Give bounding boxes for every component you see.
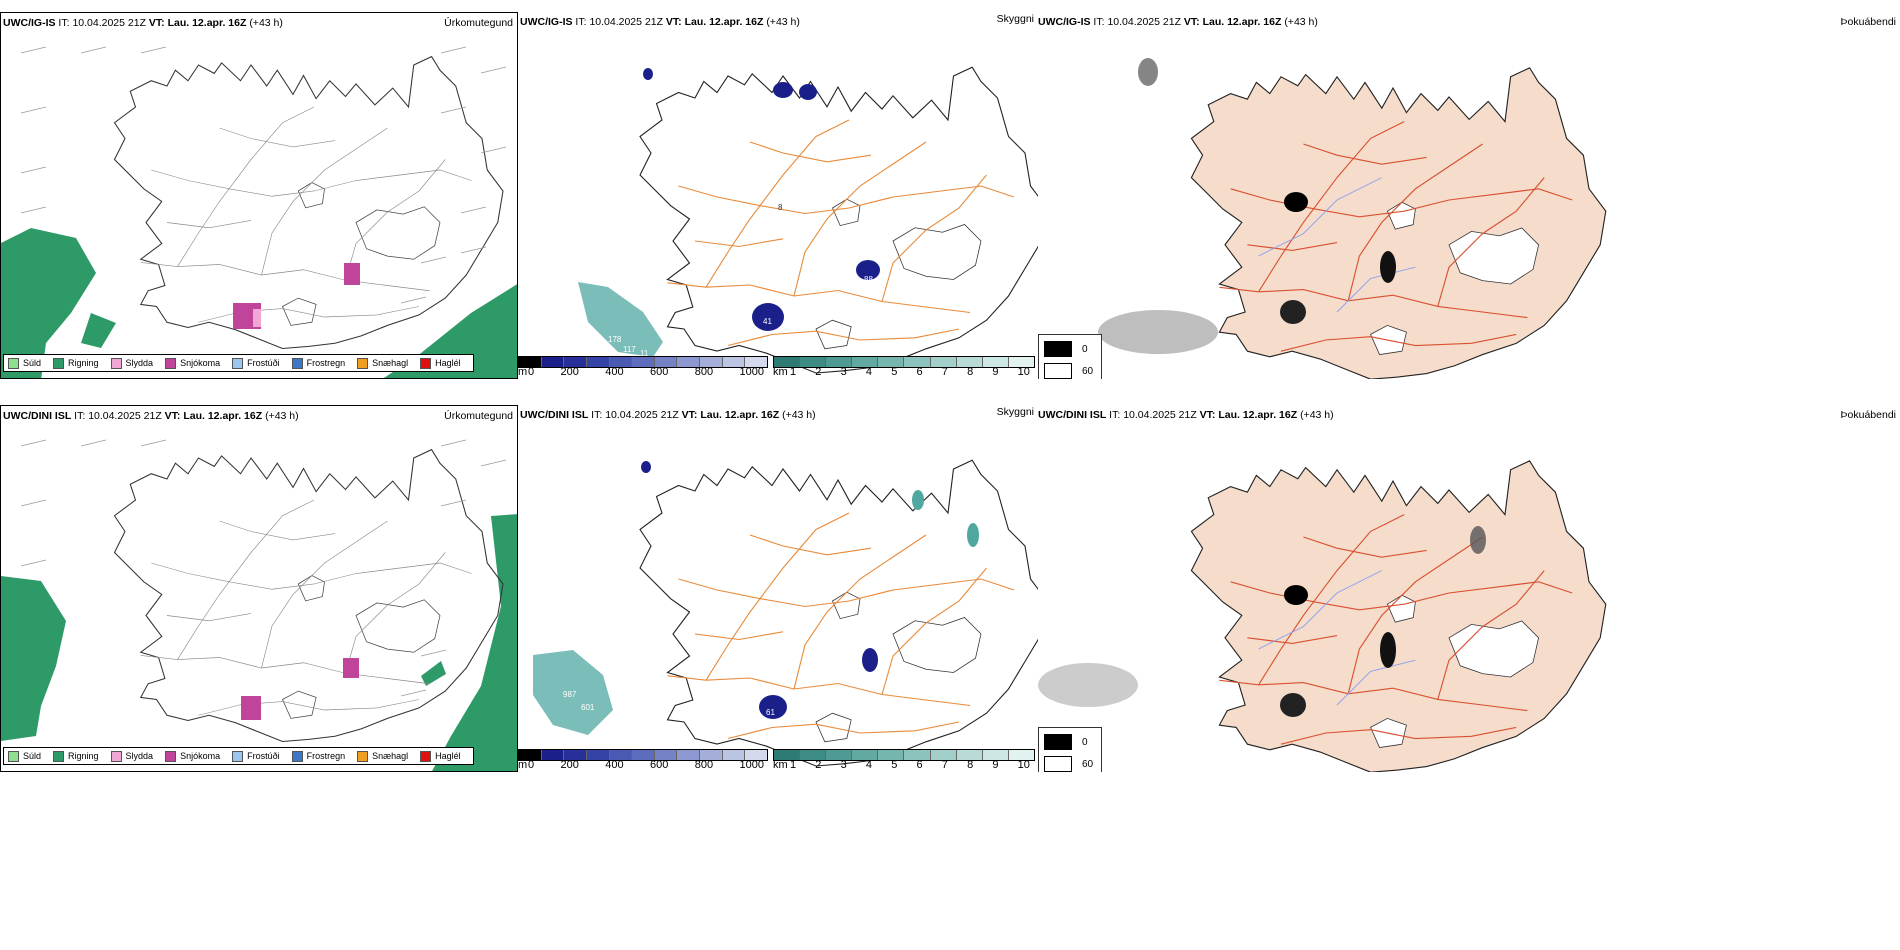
vis-title: Skyggni [996, 13, 1034, 25]
precip-map [1, 46, 517, 378]
legend-item: Snæhagl [357, 750, 408, 762]
legend-item: Frostúði [232, 357, 280, 369]
legend-item: Snjókoma [165, 357, 220, 369]
visibility-colorbar [773, 356, 1035, 368]
legend-item: Frostregn [291, 750, 345, 762]
vis-unit: km [773, 759, 788, 771]
elev-unit: m [518, 759, 528, 771]
fog-legend: 0 60 [1038, 727, 1102, 772]
legend-item: Snjókoma [165, 750, 220, 762]
precip-title: Úrkomutegund [444, 17, 513, 29]
legend-item: Súld [8, 750, 41, 762]
panel-title: UWC/DINI ISL IT: 10.04.2025 21Z VT: Lau.… [3, 410, 299, 422]
visibility-panel-row1: 178 117 11 41 88 8 UWC/IG-IS IT: 10.04.2… [518, 12, 1038, 379]
vis-label: 117 [623, 345, 636, 354]
vis-label: 11 [640, 349, 649, 358]
elev-ticks: 0 200 400 600 800 1000 [528, 366, 764, 378]
elev-unit: m [518, 366, 528, 378]
cloud-title: Þokuábendi [1840, 16, 1896, 28]
elev-ticks: 0 200 400 600 800 1000 [528, 759, 764, 771]
vis-title: Skyggni [996, 406, 1034, 418]
panel-title: UWC/IG-IS IT: 10.04.2025 21Z VT: Lau. 12… [3, 17, 283, 29]
vis-label: 88 [864, 275, 873, 284]
legend-item: Slydda [110, 750, 153, 762]
panel-title: UWC/DINI ISL IT: 10.04.2025 21Z VT: Lau.… [1038, 409, 1334, 421]
precip-title: Úrkomutegund [444, 410, 513, 422]
panel-title: UWC/IG-IS IT: 10.04.2025 21Z VT: Lau. 12… [1038, 16, 1318, 28]
visibility-map: 178 117 11 41 88 8 [578, 66, 1038, 374]
vis-ticks: 1 2 3 4 5 6 7 8 9 10 [790, 366, 1030, 378]
cloud-panel-row2: UWC/DINI ISL IT: 10.04.2025 21Z VT: Lau.… [1038, 405, 1900, 772]
vis-label: 601 [581, 703, 595, 712]
legend-item: Rigning [53, 750, 99, 762]
vis-label: 41 [763, 317, 772, 326]
elevation-colorbar [518, 356, 768, 368]
legend-item: Rigning [53, 357, 99, 369]
cloud-title: Þokuábendi [1840, 409, 1896, 421]
panel-title: UWC/IG-IS IT: 10.04.2025 21Z VT: Lau. 12… [520, 16, 800, 28]
legend-item: Súld [8, 357, 41, 369]
precip-panel-row1: UWC/IG-IS IT: 10.04.2025 21Z VT: Lau. 12… [0, 12, 518, 379]
legend-item: Frostregn [291, 357, 345, 369]
panel-title: UWC/DINI ISL IT: 10.04.2025 21Z VT: Lau.… [520, 409, 816, 421]
fog-map [1098, 58, 1607, 379]
precip-legend: Súld Rigning Slydda Snjókoma Frostúði Fr… [3, 747, 474, 765]
visibility-colorbar [773, 749, 1035, 761]
cloud-panel-row1: UWC/IG-IS IT: 10.04.2025 21Z VT: Lau. 12… [1038, 12, 1900, 379]
precip-legend: Súld Rigning Slydda Snjókoma Frostúði Fr… [3, 354, 474, 372]
vis-label: 61 [766, 708, 775, 717]
vis-ticks: 1 2 3 4 5 6 7 8 9 10 [790, 759, 1030, 771]
vis-label: 178 [608, 335, 622, 344]
precip-panel-row2: UWC/DINI ISL IT: 10.04.2025 21Z VT: Lau.… [0, 405, 518, 772]
vis-label: 987 [563, 690, 577, 699]
legend-item: Frostúði [232, 750, 280, 762]
visibility-panel-row2: 987 601 61 UWC/DINI ISL IT: 10.04.2025 2… [518, 405, 1038, 772]
vis-unit: km [773, 366, 788, 378]
precip-map [1, 439, 517, 771]
fog-legend: 0 60 [1038, 334, 1102, 379]
visibility-map: 987 601 61 [533, 459, 1038, 767]
vis-label: 8 [778, 203, 783, 212]
fog-map [1038, 460, 1607, 772]
legend-item: Slydda [110, 357, 153, 369]
elevation-colorbar [518, 749, 768, 761]
legend-item: Haglél [420, 357, 461, 369]
legend-item: Snæhagl [357, 357, 408, 369]
legend-item: Haglél [420, 750, 461, 762]
